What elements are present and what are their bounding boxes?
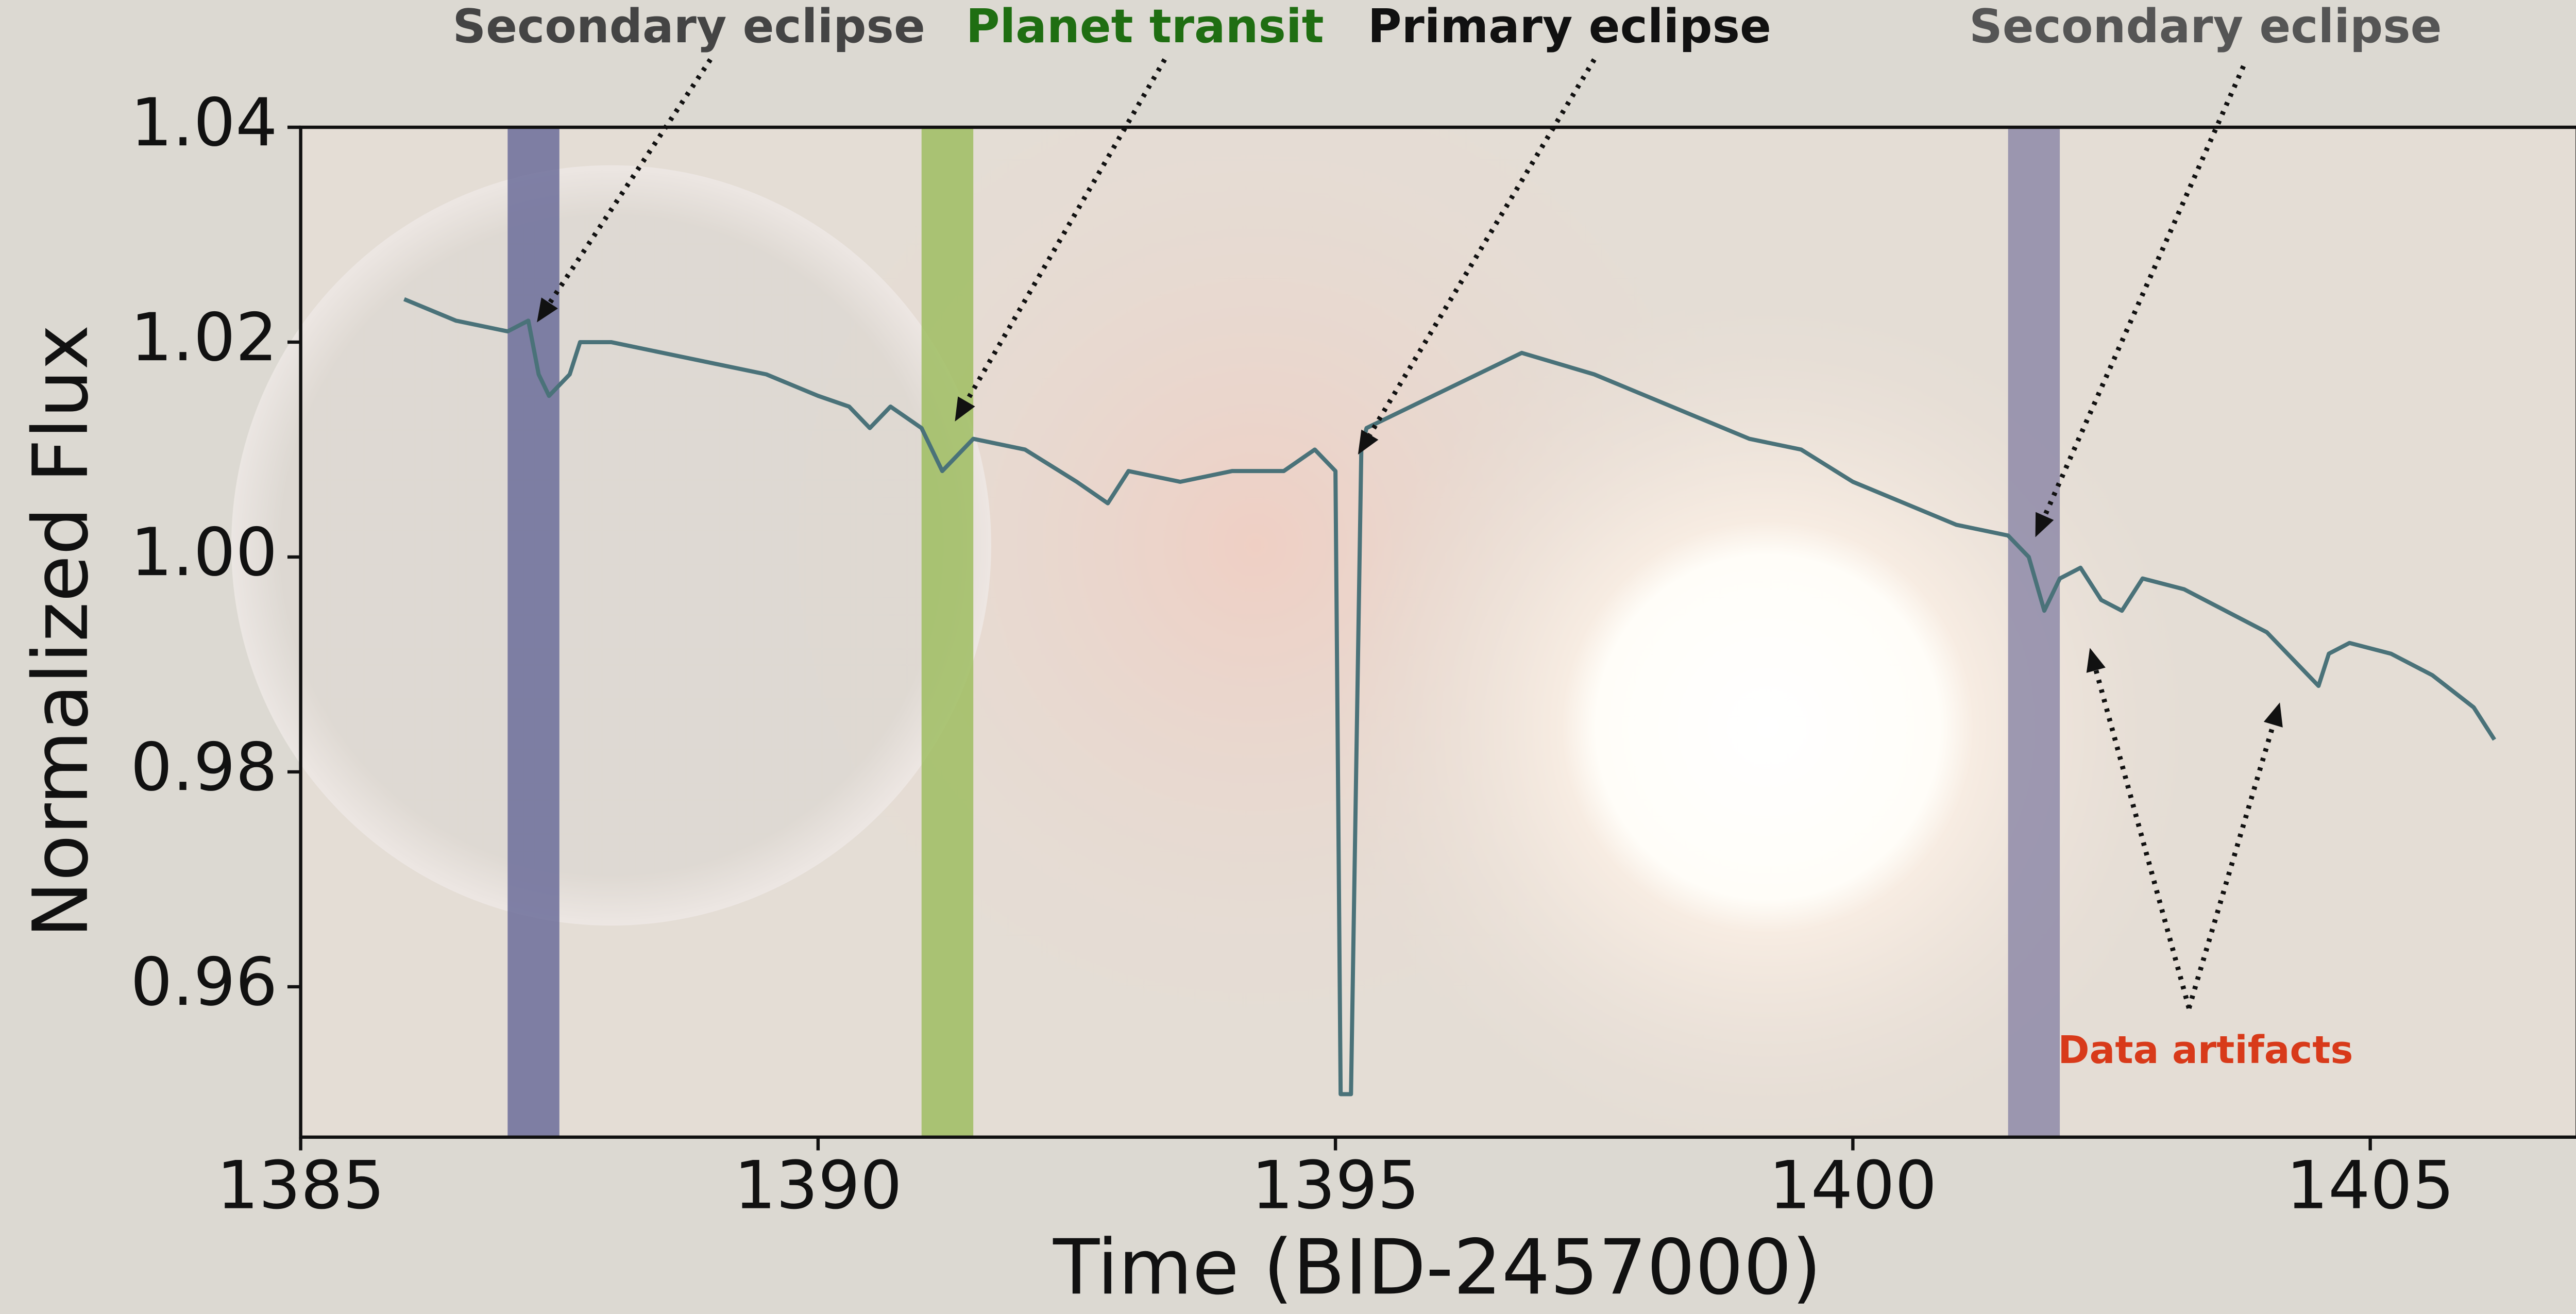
highlight-span xyxy=(921,127,974,1137)
plot-frame xyxy=(299,125,2576,1139)
x-tick-label: 1400 xyxy=(1769,1148,1937,1224)
y-axis-label: Normalized Flux xyxy=(16,325,105,938)
x-tick-label: 1395 xyxy=(1251,1148,1419,1224)
y-tick-label: 0.98 xyxy=(130,729,278,806)
arrow-head xyxy=(2263,702,2283,728)
arrow-head xyxy=(955,396,975,422)
y-tick-label: 0.96 xyxy=(130,944,278,1021)
y-tick-label: 1.00 xyxy=(130,514,278,591)
highlight-span xyxy=(2008,127,2060,1137)
annotation: Primary eclipse xyxy=(1368,0,1771,54)
annotation-arrow xyxy=(2042,65,2246,517)
x-axis-label: Time (BID-2457000) xyxy=(1053,1223,1821,1311)
annotation-arrow xyxy=(1367,58,1597,436)
annotation: Secondary eclipse xyxy=(1969,0,2442,54)
arrow-head xyxy=(2035,512,2054,537)
annotation: Data artifacts xyxy=(2058,1029,2353,1072)
plot: 0.96 0.98 1.00 1.02 1.04 1385 1390 1395 1400 1405 xyxy=(130,85,2497,1224)
arrow-head xyxy=(537,297,558,323)
highlight-span xyxy=(507,127,560,1137)
annotation: Planet transit xyxy=(966,0,1324,54)
flux-line xyxy=(403,297,2497,1097)
spans xyxy=(507,127,2060,1137)
annotations: Secondary eclipse Planet transit Primary e… xyxy=(452,0,2442,1072)
annotation: Secondary eclipse xyxy=(452,0,925,54)
arrow-head xyxy=(2086,648,2106,673)
star-image xyxy=(300,127,2576,1137)
x-tick-label: 1405 xyxy=(2286,1148,2454,1224)
y-tick-label: 1.02 xyxy=(130,299,278,376)
y-tick-label: 1.04 xyxy=(130,85,278,161)
arrow-head xyxy=(1358,429,1379,455)
annotation-arrow xyxy=(964,58,1167,403)
x-tick-label: 1385 xyxy=(216,1148,384,1224)
x-tick-label: 1390 xyxy=(734,1148,902,1224)
